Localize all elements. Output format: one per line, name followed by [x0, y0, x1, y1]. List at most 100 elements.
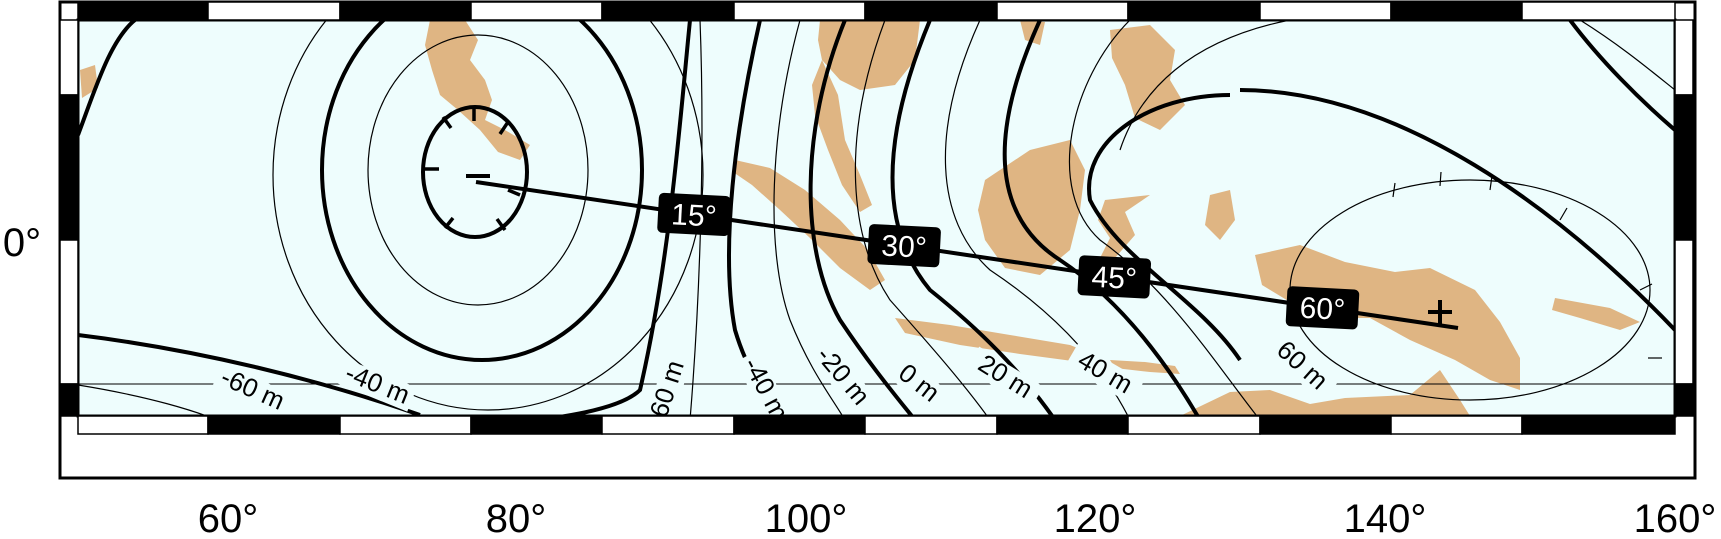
end-marker-plus	[1428, 300, 1452, 324]
frame-segment-vertical	[1674, 19, 1694, 96]
frame-segment-horizontal	[1259, 415, 1392, 435]
frame-segment-horizontal	[77, 415, 209, 435]
contour-label-background	[735, 349, 794, 430]
indochina-landmass	[818, 20, 920, 90]
x-tick-label-80: 80°	[486, 497, 547, 539]
distance-label-text: 45°	[1091, 261, 1138, 296]
distance-label-text: 15°	[670, 198, 717, 233]
distance-label-text: 60°	[1299, 292, 1346, 327]
frame-segment-horizontal	[733, 415, 866, 435]
contour-minus-10	[854, 20, 988, 416]
india-landmass	[425, 20, 530, 160]
depression-hachures	[425, 107, 521, 232]
high-hachures	[1392, 171, 1662, 359]
frame-segment-horizontal	[339, 415, 472, 435]
contour-50	[1119, 20, 1291, 151]
frame-segment-horizontal	[1259, 1, 1392, 21]
frame-segment-horizontal	[1127, 415, 1261, 435]
x-tick-label-100: 100°	[765, 497, 848, 539]
frame-segment-horizontal	[207, 415, 341, 435]
contour-label-background	[643, 353, 692, 434]
hachure-5	[443, 216, 455, 230]
x-tick-label-140: 140°	[1344, 497, 1427, 539]
distance-label: 60°	[1285, 286, 1360, 330]
contour-label-background	[807, 339, 877, 415]
axis-tick-labels: 60° 80° 100° 120° 140° 160° 0°	[3, 221, 1716, 539]
hachure-7	[441, 115, 453, 130]
distance-label: 30°	[867, 224, 941, 268]
frame-segment-horizontal	[996, 1, 1129, 21]
distance-label-box	[1285, 286, 1360, 330]
hachure-high-1	[1392, 182, 1396, 198]
malay-peninsula	[812, 60, 872, 212]
frame-segment-vertical	[1674, 383, 1694, 417]
hachure-high-3	[1489, 175, 1493, 191]
distance-label-text: 30°	[881, 230, 928, 265]
frame-segment-horizontal	[1390, 415, 1523, 435]
contour-30	[1069, 20, 1258, 416]
hachure-4	[495, 217, 507, 232]
contour-60	[1239, 20, 1675, 332]
contour-20	[1002, 20, 1200, 416]
distance-label-box	[657, 192, 731, 236]
frame-segment-horizontal	[1390, 1, 1523, 21]
contour-east-small	[1579, 20, 1675, 91]
halmahera-islands	[1205, 190, 1235, 240]
frame-segment-horizontal	[1127, 1, 1261, 21]
frame-segment-horizontal	[1521, 415, 1676, 435]
frame-segment-vertical	[59, 94, 79, 241]
frame-segment-vertical	[59, 19, 79, 96]
frame-segment-horizontal	[996, 415, 1129, 435]
frame-segment-horizontal	[207, 1, 341, 21]
contour-label-background	[1065, 343, 1144, 404]
hachure-2	[498, 121, 510, 135]
contour-label-background	[965, 346, 1044, 409]
frame-segment-horizontal	[1521, 1, 1676, 21]
distance-label-box	[1077, 255, 1152, 299]
frame-segment-vertical	[1674, 94, 1694, 241]
x-tick-label-160: 160°	[1634, 497, 1717, 539]
contour-low-ring-1	[367, 34, 589, 306]
land-masses	[80, 20, 1640, 416]
frame-segment-horizontal	[864, 415, 998, 435]
sumatra-landmass	[733, 160, 885, 290]
geoid-contours	[78, 20, 1675, 416]
java-landmass	[895, 318, 1095, 362]
frame-segment-horizontal	[601, 1, 735, 21]
frame-segment-horizontal	[864, 1, 998, 21]
frame-segment-horizontal	[77, 1, 209, 21]
lesser-sunda-islands	[1110, 360, 1180, 374]
frame-segment-horizontal	[733, 1, 866, 21]
distance-labels: 15° 30° 45° 60°	[657, 192, 1360, 330]
hachure-high-5	[1639, 283, 1653, 291]
contour-label-background	[1264, 331, 1339, 402]
map-frame	[58, 0, 1697, 480]
contour-label-background	[336, 359, 417, 412]
australia-landmass	[1180, 370, 1470, 416]
frame-segment-horizontal	[601, 415, 735, 435]
x-tick-label-120: 120°	[1054, 497, 1137, 539]
y-tick-label-0: 0°	[3, 221, 41, 265]
frame-segment-horizontal	[470, 415, 603, 435]
contour-minus-40-west	[78, 384, 209, 416]
distance-label: 15°	[657, 192, 731, 236]
x-tick-label-60: 60°	[198, 497, 259, 539]
frame-segment-vertical	[1674, 239, 1694, 385]
frame-segment-horizontal	[339, 1, 472, 21]
frame-segment-horizontal	[470, 1, 603, 21]
contour-minus-20	[808, 20, 915, 416]
contour-label-background	[212, 363, 293, 418]
hachure-high-4	[1559, 207, 1568, 221]
distance-label-box	[867, 224, 941, 268]
contour-40	[1087, 93, 1242, 362]
bismarck-islands	[1552, 298, 1640, 330]
hachure-3	[507, 188, 521, 197]
contour-minus-60-west	[78, 20, 137, 136]
frame-segment-vertical	[59, 239, 79, 385]
contour-label-background	[880, 350, 957, 418]
contour-low-ring-2	[320, 20, 644, 362]
contour-minus-30	[773, 20, 844, 416]
hachure-high-2	[1439, 171, 1442, 187]
frame-segment-vertical	[59, 383, 79, 417]
